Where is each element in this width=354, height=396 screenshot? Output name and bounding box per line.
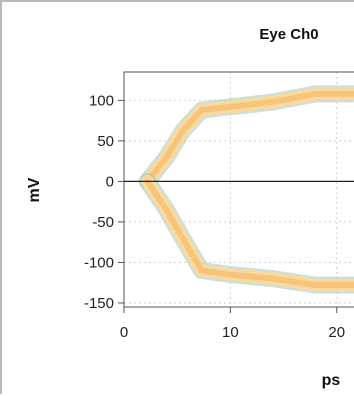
x-axis-title: ps: [322, 372, 341, 389]
eye-band-upper-boundary-core: [144, 90, 354, 185]
y-tick-label: -100: [84, 254, 114, 271]
eye-bands: [138, 85, 354, 294]
y-tick-label: 100: [89, 92, 114, 109]
chart-title: Eye Ch0: [259, 26, 318, 43]
plot-area: [123, 71, 354, 308]
eye-band-lower-boundary-core: [144, 178, 354, 289]
x-tick-label: 10: [222, 324, 239, 341]
x-tick-label: 20: [328, 324, 345, 341]
y-tick-label: 50: [97, 133, 114, 150]
y-axis-title: mV: [26, 177, 43, 202]
y-tick-label: -50: [92, 214, 114, 231]
y-tick-label: -150: [84, 295, 114, 312]
x-tick-label: 0: [120, 324, 128, 341]
x-axis-ticks: 0 10 20: [120, 307, 345, 341]
y-tick-label: 0: [106, 173, 114, 190]
y-axis-ticks: 100 50 0 -50 -100 -150: [84, 92, 124, 312]
